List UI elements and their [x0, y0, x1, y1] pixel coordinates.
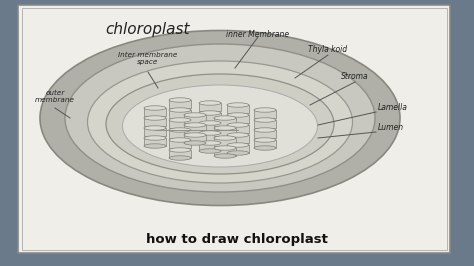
Ellipse shape	[144, 106, 166, 110]
Bar	[199, 143, 221, 151]
Ellipse shape	[40, 31, 400, 206]
Ellipse shape	[184, 113, 206, 117]
Bar	[214, 118, 236, 126]
Bar	[254, 130, 276, 138]
Bar	[254, 140, 276, 148]
Bar	[227, 135, 249, 143]
Ellipse shape	[144, 116, 166, 120]
Ellipse shape	[169, 156, 191, 160]
Ellipse shape	[144, 136, 166, 140]
Ellipse shape	[199, 131, 221, 135]
Bar	[184, 115, 206, 123]
Bar	[199, 133, 221, 141]
Text: how to draw chloroplast: how to draw chloroplast	[146, 233, 328, 246]
Ellipse shape	[184, 123, 206, 127]
Ellipse shape	[214, 116, 236, 120]
Ellipse shape	[169, 128, 191, 132]
Ellipse shape	[199, 121, 221, 125]
Bar	[169, 150, 191, 158]
Ellipse shape	[199, 101, 221, 105]
Ellipse shape	[88, 61, 353, 183]
Ellipse shape	[199, 141, 221, 145]
Ellipse shape	[122, 85, 318, 167]
Ellipse shape	[199, 149, 221, 153]
Bar	[144, 118, 166, 126]
Bar	[254, 120, 276, 128]
Text: Inter membrane
space: Inter membrane space	[118, 52, 178, 65]
Ellipse shape	[169, 138, 191, 142]
Bar	[169, 100, 191, 108]
Ellipse shape	[254, 146, 276, 150]
Ellipse shape	[254, 128, 276, 132]
Ellipse shape	[227, 103, 249, 107]
Bar	[199, 123, 221, 131]
Text: Lamella: Lamella	[378, 103, 408, 113]
Ellipse shape	[144, 144, 166, 148]
Ellipse shape	[214, 146, 236, 150]
Bar	[254, 110, 276, 118]
Bar	[214, 138, 236, 146]
Bar	[144, 128, 166, 136]
Text: Thyla koid: Thyla koid	[309, 45, 347, 54]
Ellipse shape	[169, 148, 191, 152]
Ellipse shape	[199, 111, 221, 115]
Bar	[184, 135, 206, 143]
Bar	[227, 115, 249, 123]
Bar	[169, 110, 191, 118]
Bar	[144, 138, 166, 146]
Bar	[199, 103, 221, 111]
Ellipse shape	[227, 143, 249, 147]
Bar	[144, 108, 166, 116]
Text: chloroplast: chloroplast	[106, 22, 190, 37]
Bar	[184, 125, 206, 133]
Ellipse shape	[227, 151, 249, 155]
Bar	[214, 148, 236, 156]
Bar	[227, 145, 249, 153]
Bar	[214, 128, 236, 136]
Ellipse shape	[254, 108, 276, 112]
Bar	[227, 125, 249, 133]
Ellipse shape	[106, 74, 334, 174]
FancyBboxPatch shape	[18, 5, 450, 253]
Text: outer
membrane: outer membrane	[35, 90, 75, 103]
Bar	[169, 130, 191, 138]
Ellipse shape	[214, 154, 236, 158]
Bar	[227, 105, 249, 113]
Bar	[169, 140, 191, 148]
Bar	[199, 113, 221, 121]
Ellipse shape	[254, 118, 276, 122]
Ellipse shape	[184, 141, 206, 145]
Ellipse shape	[214, 136, 236, 140]
Ellipse shape	[144, 126, 166, 130]
Ellipse shape	[169, 108, 191, 112]
Ellipse shape	[65, 44, 375, 192]
Ellipse shape	[227, 113, 249, 117]
Text: inner Membrane: inner Membrane	[227, 30, 290, 39]
Ellipse shape	[254, 138, 276, 142]
Ellipse shape	[227, 123, 249, 127]
Text: Lumen: Lumen	[378, 123, 404, 132]
Bar	[169, 120, 191, 128]
Ellipse shape	[184, 133, 206, 137]
Text: Stroma: Stroma	[341, 72, 369, 81]
Ellipse shape	[214, 126, 236, 130]
Ellipse shape	[227, 133, 249, 137]
Ellipse shape	[169, 118, 191, 122]
Ellipse shape	[169, 98, 191, 102]
